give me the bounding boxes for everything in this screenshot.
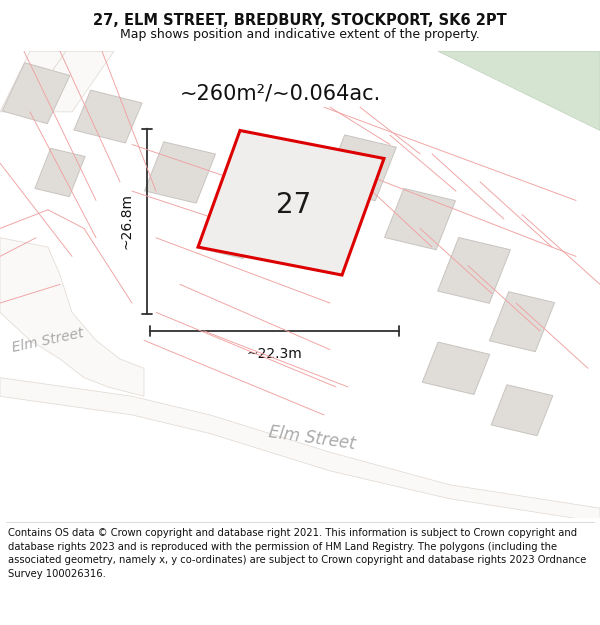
Polygon shape [323,135,397,201]
Text: Elm Street: Elm Street [11,326,85,355]
Polygon shape [35,148,85,197]
Text: ~26.8m: ~26.8m [119,193,133,249]
Text: 27, ELM STREET, BREDBURY, STOCKPORT, SK6 2PT: 27, ELM STREET, BREDBURY, STOCKPORT, SK6… [93,12,507,28]
Polygon shape [197,208,259,259]
Text: Contains OS data © Crown copyright and database right 2021. This information is : Contains OS data © Crown copyright and d… [8,528,586,579]
Polygon shape [491,385,553,436]
Polygon shape [437,238,511,303]
Text: ~260m²/~0.064ac.: ~260m²/~0.064ac. [180,83,381,103]
Text: ~22.3m: ~22.3m [247,348,302,361]
Polygon shape [74,90,142,143]
Polygon shape [422,342,490,394]
Polygon shape [0,378,600,522]
Text: Map shows position and indicative extent of the property.: Map shows position and indicative extent… [120,28,480,41]
Polygon shape [145,142,215,203]
Polygon shape [24,51,114,112]
Polygon shape [490,292,554,352]
Polygon shape [2,62,70,124]
Text: 27: 27 [277,191,311,219]
Polygon shape [438,51,600,131]
Text: Elm Street: Elm Street [268,423,356,453]
Polygon shape [198,131,384,275]
Polygon shape [385,189,455,250]
Polygon shape [0,238,144,396]
Polygon shape [0,51,66,112]
